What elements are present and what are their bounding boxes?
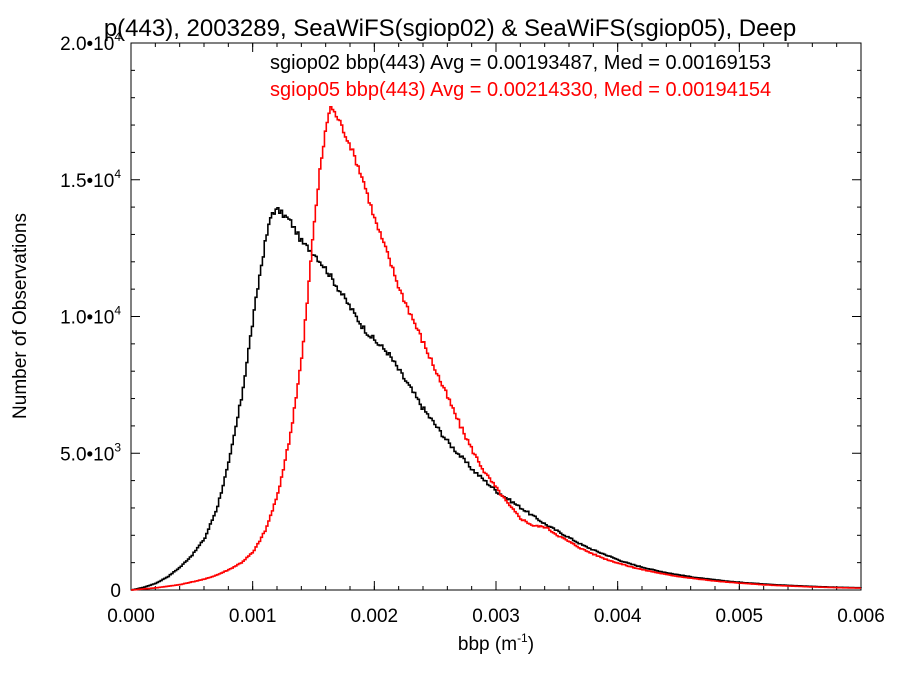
x-tick-label: 0.001 xyxy=(229,606,277,627)
x-axis-label-superscript: -1 xyxy=(517,631,528,645)
y-tick-exponent: 4 xyxy=(114,167,121,181)
x-tick-label: 0.003 xyxy=(472,606,520,627)
y-tick-label: 0 xyxy=(110,581,121,602)
series-line-2 xyxy=(131,106,861,591)
x-tick-label: 0.002 xyxy=(351,606,399,627)
series-line-1 xyxy=(131,206,862,591)
x-axis-label: bbp (m-1) xyxy=(458,631,534,655)
y-axis-label: Number of Observations xyxy=(10,213,31,419)
x-tick-label: 0.000 xyxy=(107,606,155,627)
y-tick-mantissa: 1.5•10 xyxy=(60,171,114,192)
y-tick-exponent: 3 xyxy=(114,440,121,454)
y-tick-mantissa: 2.0•10 xyxy=(60,34,114,55)
plot-frame xyxy=(130,42,862,591)
y-tick-label: 1.0•104 xyxy=(60,304,121,329)
y-tick-label: 2.0•104 xyxy=(60,30,121,55)
y-tick-exponent: 4 xyxy=(114,304,121,318)
y-tick-mantissa: 0 xyxy=(110,581,121,602)
x-tick-label: 0.004 xyxy=(594,606,642,627)
y-tick-exponent: 4 xyxy=(114,30,121,44)
x-tick-label: 0.006 xyxy=(837,606,885,627)
y-tick-label: 5.0•103 xyxy=(60,440,121,465)
x-axis-label-main: bbp (m xyxy=(458,634,517,655)
x-axis-label-end: ) xyxy=(528,634,534,655)
legend: sgiop02 bbp(443) Avg = 0.00193487, Med =… xyxy=(270,52,771,101)
chart-title: p(443), 2003289, SeaWiFS(sgiop02) & SeaW… xyxy=(104,15,796,42)
x-axis-ticks: 0.000 0.001 0.002 0.003 0.004 0.005 0.006 xyxy=(107,43,885,627)
y-tick-label: 1.5•104 xyxy=(60,167,121,192)
series-layer xyxy=(131,106,862,591)
y-tick-mantissa: 5.0•10 xyxy=(60,444,114,465)
x-tick-label: 0.005 xyxy=(716,606,764,627)
y-tick-mantissa: 1.0•10 xyxy=(60,308,114,329)
legend-entry-2: sgiop05 bbp(443) Avg = 0.00214330, Med =… xyxy=(270,79,771,101)
legend-entry-1: sgiop02 bbp(443) Avg = 0.00193487, Med =… xyxy=(270,52,771,74)
